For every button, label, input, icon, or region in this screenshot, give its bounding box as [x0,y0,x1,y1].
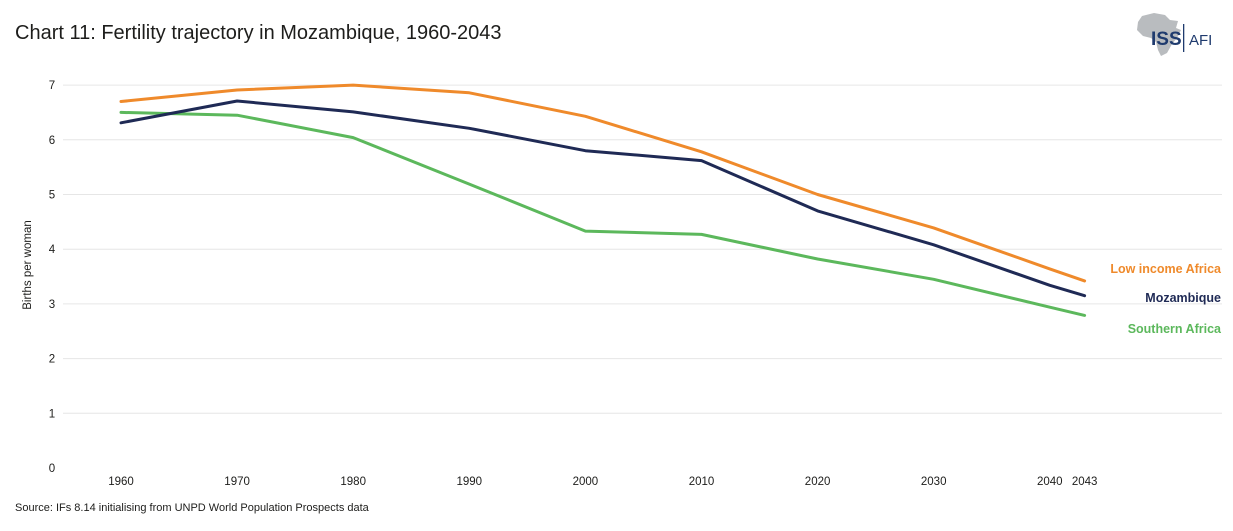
y-tick-label: 6 [49,135,55,147]
series-labels: Low income Africa Mozambique Southern Afri… [1110,262,1222,336]
series-line-southern-africa [119,110,1087,317]
x-axis-ticks: 1960 1970 1980 1990 2000 2010 2020 2030 2040 2043 [108,476,1097,488]
source-note: Source: IFs 8.14 initialising from UNPD … [15,502,369,514]
series-line-mozambique [119,99,1087,298]
africa-map-icon [1137,13,1181,56]
logo-iss-text: ISS [1151,29,1182,50]
y-tick-label: 2 [49,354,55,366]
series-label-southern-africa: Southern Africa [1128,322,1222,336]
logo-afi-text: AFI [1189,32,1212,49]
x-tick-label: 2010 [689,476,715,488]
y-tick-label: 1 [49,408,55,420]
iss-afi-logo: ISS AFI [1137,13,1212,56]
gridlines [63,84,1222,414]
x-tick-label: 2000 [573,476,599,488]
series-label-low-income-africa: Low income Africa [1110,262,1222,276]
chart-title: Chart 11: Fertility trajectory in Mozamb… [15,22,502,44]
x-tick-label: 1990 [457,476,483,488]
y-tick-label: 3 [49,299,55,311]
line-chart: 0 1 2 3 4 5 6 7 1960 1970 1980 1990 2000 2010 2020 203… [22,80,1222,488]
x-tick-label: 2030 [921,476,947,488]
x-tick-label: 1960 [108,476,134,488]
x-tick-label: 2020 [805,476,831,488]
y-tick-label: 0 [49,463,55,475]
x-tick-label: 1970 [224,476,250,488]
y-tick-label: 4 [49,244,56,256]
y-tick-label: 7 [49,80,55,92]
logo-divider [1183,24,1185,52]
x-tick-label: 1980 [340,476,366,488]
y-tick-label: 5 [49,190,55,202]
series-lines [119,83,1087,317]
y-axis-label: Births per woman [22,220,34,309]
series-line-low-income-africa [119,83,1087,283]
y-axis-ticks: 0 1 2 3 4 5 6 7 [49,80,56,475]
series-label-mozambique: Mozambique [1145,291,1221,305]
x-tick-label: 2043 [1072,476,1098,488]
x-tick-label: 2040 [1037,476,1063,488]
